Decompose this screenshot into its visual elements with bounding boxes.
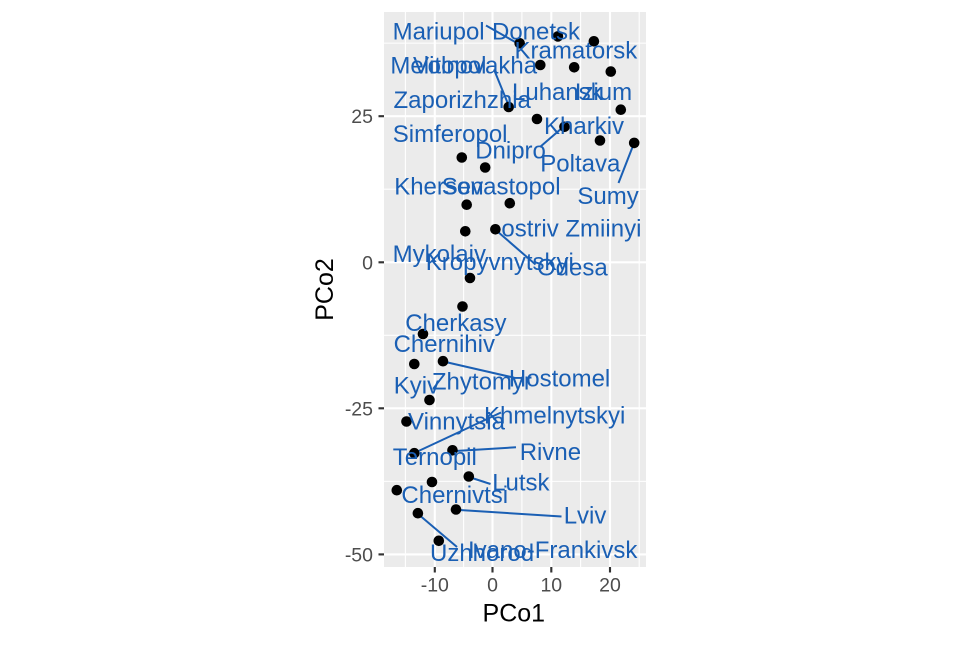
svg-text:-25: -25 [345, 398, 373, 420]
svg-text:Kherson: Kherson [394, 173, 483, 200]
svg-text:Lviv: Lviv [564, 503, 607, 530]
svg-text:Ivano-Frankivsk: Ivano-Frankivsk [468, 537, 638, 564]
svg-text:Rivne: Rivne [520, 439, 581, 466]
svg-text:Poltava: Poltava [540, 150, 621, 177]
svg-text:Simferopol: Simferopol [393, 121, 508, 148]
svg-text:10: 10 [540, 575, 562, 597]
svg-text:Kharkiv: Kharkiv [544, 113, 624, 140]
svg-text:Izium: Izium [575, 79, 632, 106]
svg-text:Kyiv: Kyiv [394, 373, 439, 400]
svg-text:Kropyvnytskyi: Kropyvnytskyi [426, 249, 574, 276]
svg-text:-50: -50 [345, 544, 373, 566]
svg-text:Sevastopol: Sevastopol [442, 174, 561, 201]
svg-text:Volnovakha: Volnovakha [413, 52, 538, 79]
svg-text:0: 0 [487, 575, 498, 597]
svg-text:Khmelnytskyi: Khmelnytskyi [484, 402, 625, 429]
svg-text:Cherkasy: Cherkasy [405, 310, 506, 337]
svg-text:Hostomel: Hostomel [509, 366, 610, 393]
svg-text:Odesa: Odesa [537, 255, 608, 282]
svg-text:ostriv Zmiinyi: ostriv Zmiinyi [501, 215, 641, 242]
svg-text:Lutsk: Lutsk [492, 469, 550, 496]
svg-text:Zhytomyr: Zhytomyr [432, 368, 532, 395]
svg-text:Zaporizhzhia: Zaporizhzhia [394, 87, 532, 114]
svg-text:25: 25 [351, 106, 373, 128]
svg-text:Chernivtsi: Chernivtsi [401, 482, 508, 509]
svg-text:-10: -10 [421, 575, 449, 597]
svg-text:Sumy: Sumy [577, 183, 638, 210]
svg-text:Melitopol: Melitopol [390, 52, 486, 79]
svg-text:Donetsk: Donetsk [492, 18, 581, 45]
svg-text:Chernihiv: Chernihiv [394, 331, 495, 358]
svg-text:Ternopil: Ternopil [393, 444, 477, 471]
svg-text:Uzhhorod: Uzhhorod [430, 540, 534, 567]
svg-text:PCo1: PCo1 [483, 599, 546, 627]
svg-text:0: 0 [362, 252, 373, 274]
svg-text:20: 20 [599, 575, 621, 597]
svg-text:Mykolaiv: Mykolaiv [393, 241, 486, 268]
svg-text:Luhansk: Luhansk [512, 79, 604, 106]
svg-text:Vinnytsia: Vinnytsia [408, 408, 506, 435]
svg-text:Mariupol: Mariupol [393, 18, 485, 45]
svg-text:Kramatorsk: Kramatorsk [515, 38, 639, 65]
svg-text:PCo2: PCo2 [311, 258, 339, 321]
svg-text:Dnipro: Dnipro [475, 137, 546, 164]
